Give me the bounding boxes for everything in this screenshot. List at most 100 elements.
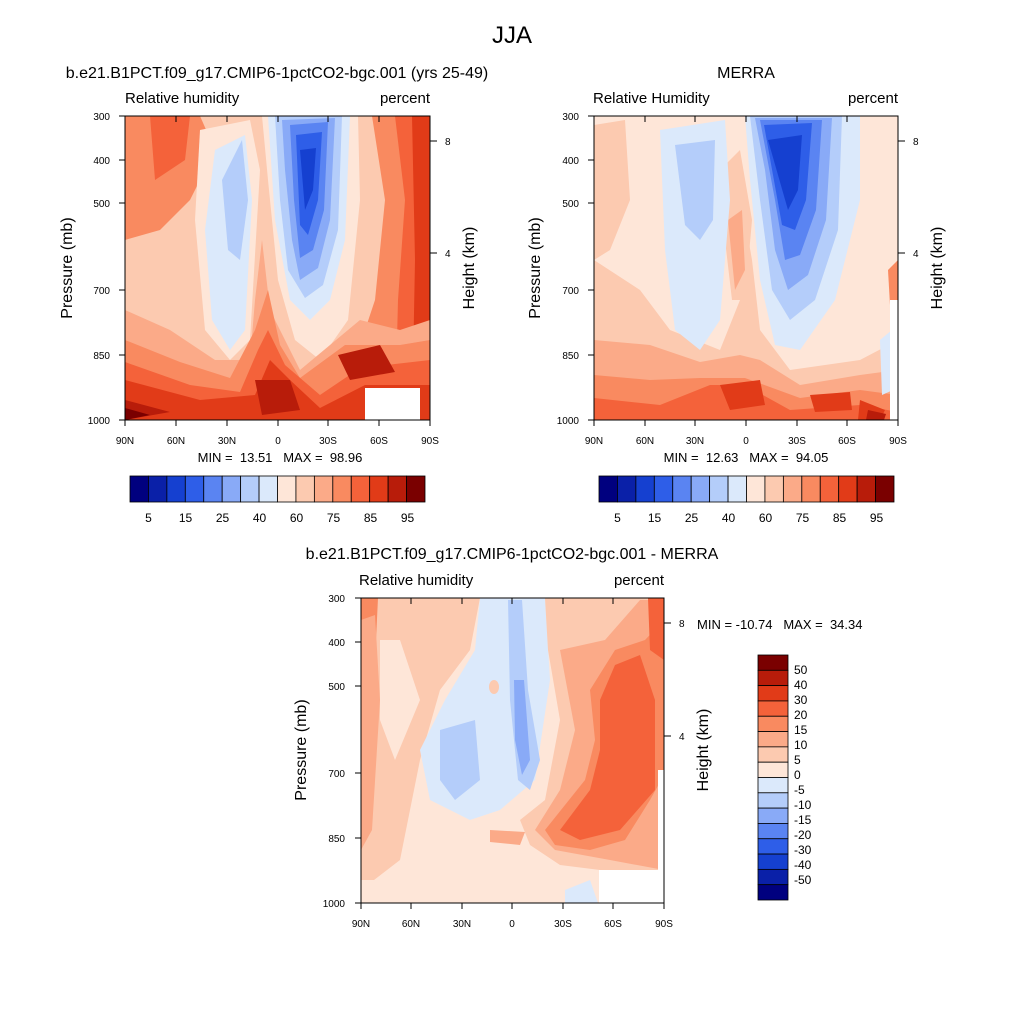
contour-fill [300, 148, 316, 210]
colorbar-label: -20 [794, 828, 812, 842]
panel-diff-field [361, 598, 664, 903]
x-tick-label: 90S [889, 436, 907, 447]
panel-model-y-tick-labels: 300 400 500 700 850 1000 [88, 112, 111, 427]
colorbar-label: 25 [216, 511, 230, 525]
colorbar-label: 0 [794, 768, 801, 782]
x-tick-label: 60S [838, 436, 856, 447]
panel-merra-y-tick-labels: 300 400 500 700 850 1000 [557, 112, 580, 427]
contour-fill [150, 116, 190, 180]
contour-fill [866, 410, 886, 420]
panel-diff-ylabel-right: Height (km) [695, 709, 712, 792]
colorbar-label: 85 [833, 511, 847, 525]
x-tick-label: 90N [352, 919, 370, 930]
x-tick-label: 0 [275, 436, 281, 447]
colorbar-label: 30 [794, 693, 808, 707]
x-tick-label: 30N [218, 436, 236, 447]
colorbar-label: 10 [794, 738, 808, 752]
y-tick-label: 500 [562, 199, 579, 210]
colorbar-label: 75 [796, 511, 810, 525]
panel-merra-ylabel: Pressure (mb) [527, 217, 544, 318]
colorbar-label: 5 [614, 511, 621, 525]
missing-data [599, 870, 664, 903]
x-tick-label: 60N [167, 436, 185, 447]
y-tick-label: 1000 [323, 899, 346, 910]
figure-title: JJA [492, 22, 532, 49]
panel-diff: b.e21.B1PCT.f09_g17.CMIP6-1pctCO2-bgc.00… [293, 546, 862, 930]
y-tick-label: 850 [328, 834, 345, 845]
y-tick-label: 700 [93, 286, 110, 297]
colorbar-swatch [757, 715, 789, 732]
y-tick-label: 850 [93, 351, 110, 362]
panel-model-stats: MIN = 13.51 MAX = 98.96 [198, 450, 363, 465]
contour-fill [728, 210, 745, 290]
colorbar-swatch [757, 761, 789, 778]
colorbar-swatch [709, 475, 729, 503]
contour-fill [720, 380, 885, 420]
panel-model-title: b.e21.B1PCT.f09_g17.CMIP6-1pctCO2-bgc.00… [66, 65, 488, 82]
contour-fill [880, 330, 893, 395]
colorbar-swatch [764, 475, 784, 503]
contour-fill [440, 720, 480, 800]
panel-merra-title: MERRA [717, 65, 775, 82]
panel-model-ylabel: Pressure (mb) [59, 217, 76, 318]
panel-model-right-label: percent [380, 90, 431, 107]
x-tick-label: 90S [655, 919, 673, 930]
colorbar-swatch [819, 475, 840, 503]
contour-fill [648, 598, 664, 660]
colorbar-swatch [672, 475, 692, 503]
x-tick-label: 30N [686, 436, 704, 447]
x-tick-label: 60S [370, 436, 388, 447]
y-tick-label: 300 [328, 594, 345, 605]
colorbar-swatch [757, 853, 789, 870]
colorbar-label: 15 [648, 511, 662, 525]
colorbar-label: 85 [364, 511, 378, 525]
colorbar-label: -15 [794, 813, 812, 827]
height-tick-label: 4 [679, 732, 685, 743]
colorbar-swatch [129, 475, 149, 503]
panel-merra-stats: MIN = 12.63 MAX = 94.05 [664, 450, 829, 465]
missing-data [365, 388, 420, 420]
colorbar-swatch [240, 475, 260, 503]
panel-model-field [125, 116, 430, 420]
y-tick-label: 500 [93, 199, 110, 210]
x-tick-label: 0 [743, 436, 749, 447]
colorbar-swatch [258, 475, 278, 503]
y-tick-label: 400 [93, 156, 110, 167]
colorbar-label: -10 [794, 798, 812, 812]
colorbar-swatch [856, 475, 876, 503]
colorbar-swatch [653, 475, 674, 503]
panel-diff-y-tick-labels: 300 400 500 700 850 1000 [323, 594, 346, 910]
panel-model-ylabel-right: Height (km) [461, 227, 478, 310]
colorbar-label: 25 [685, 511, 699, 525]
colorbar-swatch [875, 475, 895, 503]
colorbar-label: 60 [759, 511, 773, 525]
contour-fill [490, 830, 525, 845]
y-tick-label: 700 [328, 769, 345, 780]
contour-fill [125, 116, 215, 240]
x-tick-label: 60N [402, 919, 420, 930]
panel-diff-ticks [355, 597, 671, 909]
contour-fill [222, 140, 248, 260]
contour-fill [675, 140, 715, 240]
panel-merra-left-label: Relative Humidity [593, 90, 710, 107]
missing-data [890, 300, 898, 420]
panel-merra: MERRA Relative Humidity percent [527, 65, 946, 525]
colorbar-swatch [332, 475, 352, 503]
panel-model-y-right-tick-labels: 8 4 [445, 137, 451, 260]
panel-diff-right-label: percent [614, 572, 665, 589]
panel-merra-right-label: percent [848, 90, 899, 107]
colorbar-label: 40 [722, 511, 736, 525]
panel-diff-ylabel: Pressure (mb) [293, 699, 310, 800]
panel-model-ticks [119, 115, 437, 426]
x-tick-label: 90N [585, 436, 603, 447]
colorbar-swatch [148, 475, 168, 503]
height-tick-label: 8 [913, 137, 919, 148]
colorbar-swatch [746, 475, 766, 503]
colorbar-swatch [221, 475, 242, 503]
panel-merra-colorbar-labels: 5 15 25 40 60 75 85 95 [614, 511, 883, 525]
colorbar-swatch [757, 884, 789, 901]
x-tick-label: 30N [453, 919, 471, 930]
colorbar-label: 15 [794, 723, 808, 737]
colorbar-swatch [757, 823, 789, 840]
